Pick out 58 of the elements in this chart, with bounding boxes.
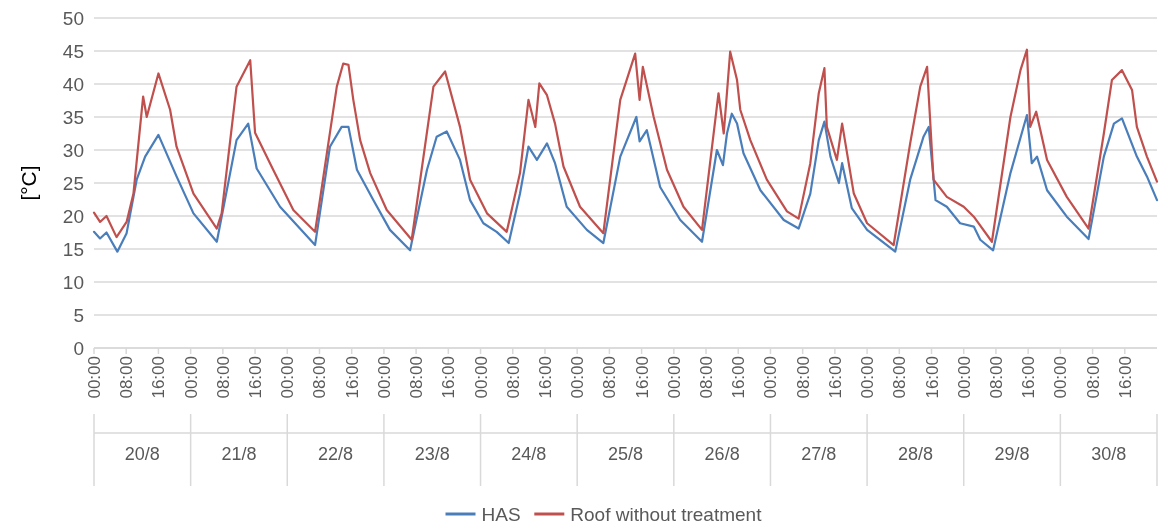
- x-tick-label: 08:00: [890, 356, 910, 399]
- legend-label: HAS: [481, 503, 521, 524]
- x-tick-label: 08:00: [600, 356, 620, 399]
- x-tick-label: 00:00: [761, 356, 781, 399]
- text: 23/8: [414, 444, 450, 464]
- x-tick-label: 00:00: [954, 356, 974, 399]
- x-tick-label: 00:00: [85, 356, 104, 399]
- y-axis-title: [°C]: [17, 165, 40, 201]
- text: 30/8: [1091, 444, 1127, 464]
- y-tick-label: 35: [62, 106, 84, 128]
- text: 20/8: [124, 444, 160, 464]
- x-tick-label: 16:00: [632, 356, 652, 399]
- x-tick-label: 00:00: [858, 356, 878, 399]
- x-tick-label: 16:00: [1019, 356, 1039, 399]
- x-tick-label: 08:00: [503, 356, 523, 399]
- x-tick-label: 16:00: [246, 356, 266, 399]
- x-tick-label: 16:00: [439, 356, 459, 399]
- x-tick-label: 08:00: [986, 356, 1006, 399]
- y-tick-label: 50: [62, 7, 84, 29]
- x-tick-label: 00:00: [664, 356, 684, 399]
- x-tick-label: 16:00: [825, 356, 845, 399]
- y-tick-label: 0: [73, 337, 84, 359]
- x-tick-label: 00:00: [181, 356, 201, 399]
- text: 25/8: [607, 444, 644, 464]
- y-tick-label: 25: [62, 172, 84, 194]
- text: 21/8: [221, 444, 257, 464]
- y-tick-label: 10: [62, 271, 84, 293]
- x-tick-label: 08:00: [310, 356, 330, 399]
- x-tick-label: 08:00: [213, 356, 233, 399]
- x-tick-label: 08:00: [407, 356, 427, 399]
- y-tick-label: 30: [62, 139, 84, 161]
- x-tick-label: 00:00: [1051, 356, 1071, 399]
- text: 29/8: [994, 444, 1030, 464]
- x-tick-label: 08:00: [117, 356, 137, 399]
- text: 22/8: [318, 444, 354, 464]
- x-tick-label: 08:00: [1083, 356, 1103, 399]
- x-tick-label: 16:00: [922, 356, 942, 399]
- x-tick-label: 00:00: [278, 356, 298, 399]
- y-tick-label: 15: [62, 238, 84, 260]
- x-tick-label: 16:00: [1115, 356, 1135, 399]
- legend-label: Roof without treatment: [570, 503, 763, 524]
- text: 28/8: [897, 444, 933, 464]
- x-tick-label: 16:00: [149, 356, 169, 399]
- x-tick-label: 00:00: [568, 356, 588, 399]
- x-tick-label: 00:00: [374, 356, 394, 399]
- x-tick-label: 08:00: [697, 356, 717, 399]
- text: 27/8: [801, 444, 837, 464]
- text: 24/8: [511, 444, 547, 464]
- x-tick-label: 16:00: [535, 356, 555, 399]
- text: 26/8: [704, 444, 740, 464]
- x-tick-label: 00:00: [471, 356, 491, 399]
- y-tick-label: 5: [73, 304, 84, 326]
- y-tick-label: 45: [62, 40, 84, 62]
- x-tick-label: 08:00: [793, 356, 813, 399]
- x-tick-label: 16:00: [342, 356, 362, 399]
- x-tick-label: 16:00: [729, 356, 749, 399]
- y-tick-label: 40: [62, 73, 84, 95]
- y-tick-label: 20: [62, 205, 84, 227]
